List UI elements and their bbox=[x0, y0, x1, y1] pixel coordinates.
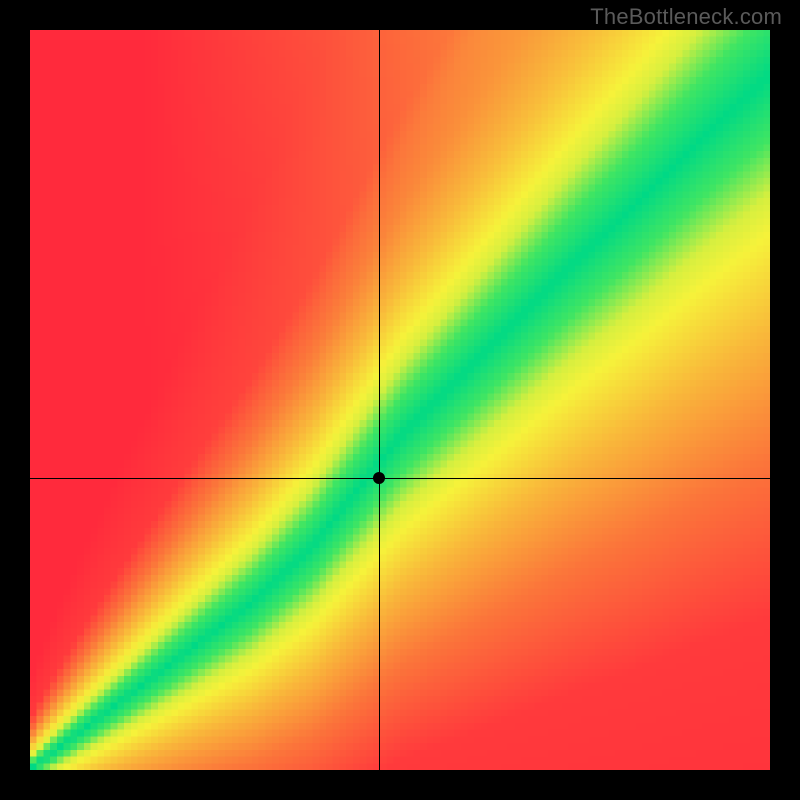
crosshair-marker bbox=[373, 472, 385, 484]
heatmap-plot-area bbox=[30, 30, 770, 770]
crosshair-vertical bbox=[379, 30, 380, 770]
watermark-text: TheBottleneck.com bbox=[590, 4, 782, 30]
heatmap-canvas bbox=[30, 30, 770, 770]
crosshair-horizontal bbox=[30, 478, 770, 479]
